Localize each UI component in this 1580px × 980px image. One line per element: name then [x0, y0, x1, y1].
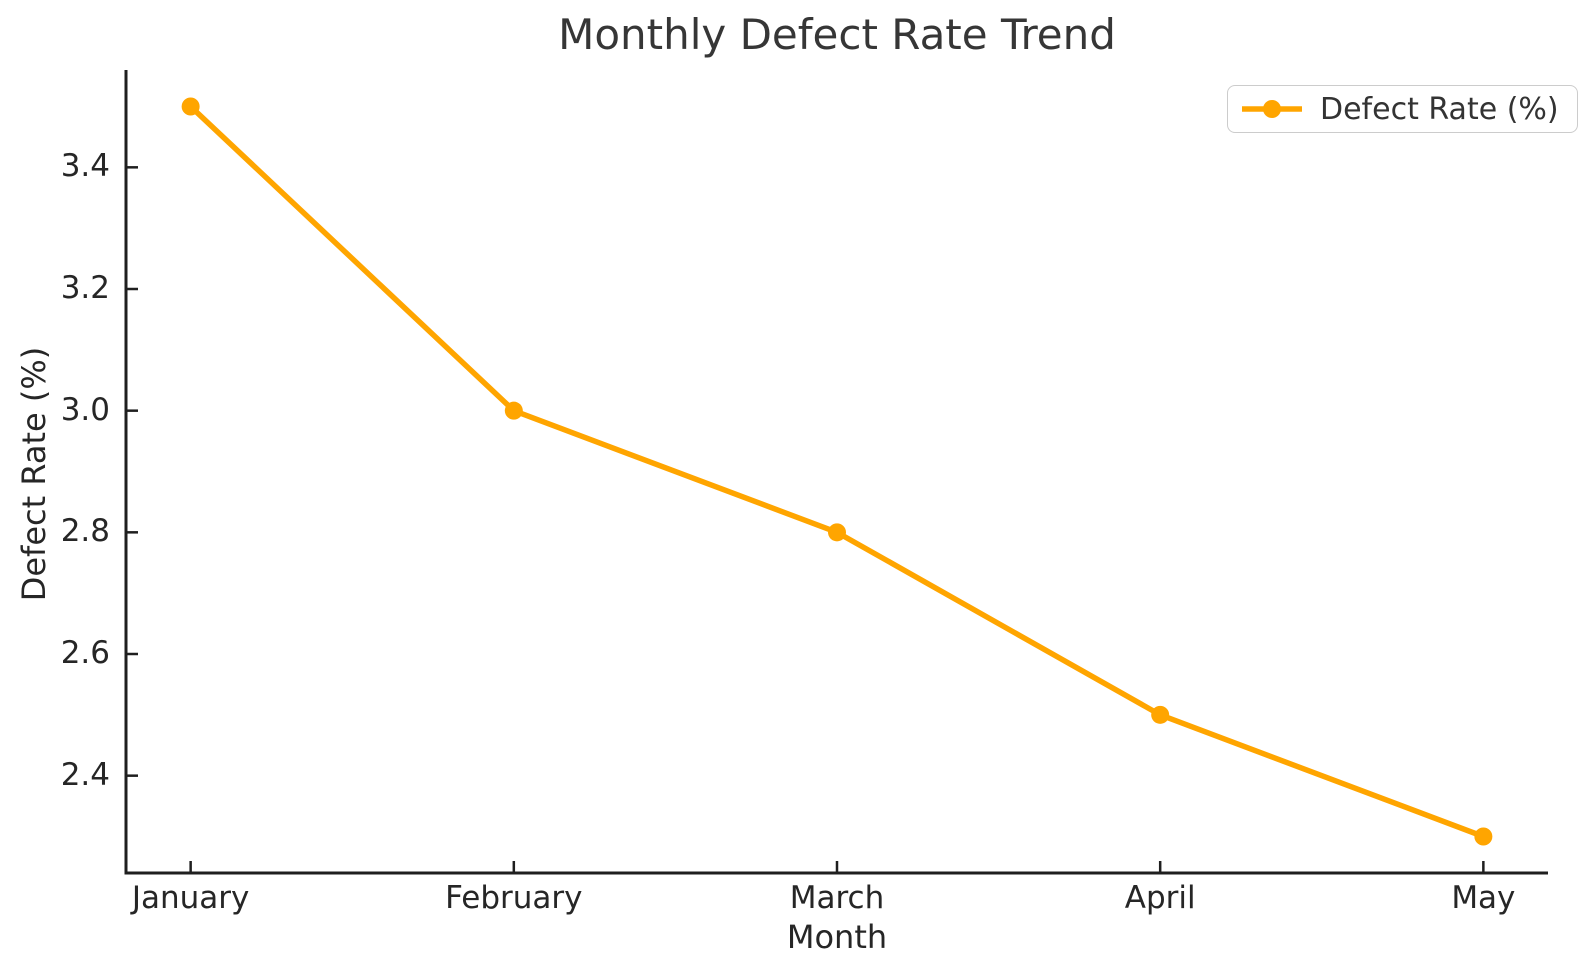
x-tick-label: March	[789, 880, 885, 916]
chart-title: Monthly Defect Rate Trend	[558, 10, 1116, 59]
x-tick-label: January	[131, 880, 250, 916]
y-tick-label: 2.6	[60, 635, 110, 671]
y-tick-label: 2.4	[60, 756, 110, 793]
legend-line-marker-icon	[1242, 100, 1302, 118]
series-line	[187, 103, 1487, 840]
data-point-marker	[181, 97, 200, 116]
x-axis-label: Month	[786, 918, 888, 956]
data-point-marker	[1151, 705, 1170, 724]
y-tick-label: 3.4	[60, 148, 110, 185]
y-axis-label: Defect Rate (%)	[15, 346, 53, 602]
y-tick-label: 2.8	[60, 513, 110, 550]
y-tick-label: 3.0	[60, 391, 110, 428]
data-point-marker	[828, 523, 846, 542]
x-tick-label: February	[445, 880, 583, 916]
data-point-marker	[1474, 827, 1493, 846]
legend-series-label: Defect Rate (%)	[1320, 91, 1559, 127]
data-point-marker	[504, 401, 523, 420]
x-tick-label: May	[1451, 880, 1516, 916]
legend: Defect Rate (%)	[1227, 85, 1578, 133]
x-tick-label: April	[1124, 880, 1196, 916]
y-tick-label: 3.2	[60, 270, 110, 306]
